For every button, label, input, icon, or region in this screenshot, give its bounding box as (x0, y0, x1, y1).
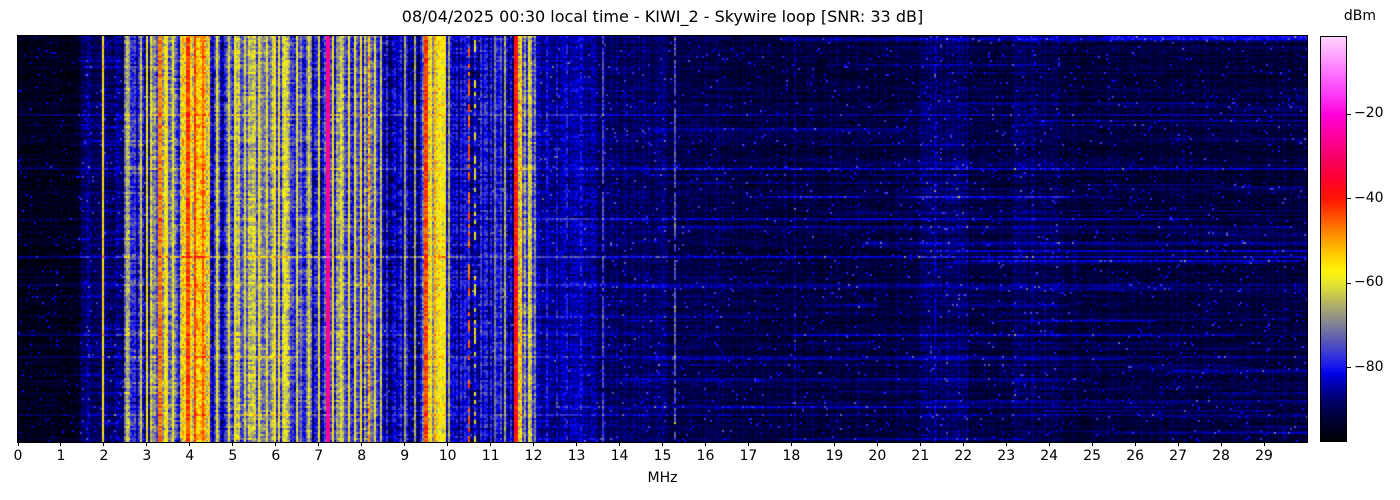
x-tick (576, 442, 578, 446)
x-tick (1091, 442, 1093, 446)
x-tick-label: 27 (1169, 448, 1187, 464)
colorbar-tick-label: −60 (1354, 274, 1384, 291)
x-tick (361, 442, 363, 446)
x-tick-label: 19 (825, 448, 844, 464)
x-tick-label: 14 (610, 448, 629, 464)
x-tick (662, 442, 663, 446)
x-tick-label: 26 (1126, 448, 1145, 464)
x-tick (619, 442, 621, 446)
colorbar (1320, 36, 1347, 442)
x-tick-label: 24 (1040, 448, 1059, 464)
x-tick (790, 442, 792, 446)
x-tick (1134, 442, 1136, 446)
spectrogram-canvas (18, 36, 1307, 442)
x-tick-label: 18 (782, 448, 801, 464)
x-tick (1220, 442, 1222, 446)
x-tick-label: 28 (1212, 448, 1230, 464)
x-tick (404, 442, 406, 446)
x-tick-label: 17 (739, 448, 758, 464)
x-tick-label: 22 (954, 448, 973, 464)
colorbar-tick (1347, 367, 1351, 369)
colorbar-tick-label: −40 (1354, 189, 1384, 206)
x-tick (17, 442, 19, 446)
x-tick (833, 442, 835, 446)
x-tick (533, 442, 535, 446)
colorbar-tick (1347, 282, 1351, 284)
x-tick (704, 442, 706, 446)
x-tick-label: 13 (567, 448, 586, 464)
x-tick-label: 23 (997, 448, 1016, 464)
x-tick (1263, 442, 1265, 446)
x-tick-label: 5 (228, 448, 238, 464)
x-tick-label: 0 (13, 448, 23, 464)
x-tick-label: 8 (357, 448, 367, 464)
x-tick (962, 442, 964, 446)
colorbar-tick-label: −20 (1354, 105, 1384, 122)
colorbar-tick (1347, 113, 1351, 115)
x-tick-label: 1 (56, 448, 66, 464)
x-tick (919, 442, 921, 446)
x-tick-label: 21 (911, 448, 930, 464)
x-tick (1048, 442, 1050, 446)
x-tick (146, 442, 148, 446)
x-tick (60, 442, 62, 446)
x-tick-label: 3 (142, 448, 152, 464)
x-tick-label: 7 (314, 448, 324, 464)
colorbar-tick-label: −80 (1354, 358, 1384, 375)
x-tick (490, 442, 492, 446)
colorbar-tick (1347, 198, 1351, 200)
x-tick-label: 6 (271, 448, 281, 464)
chart-title: 08/04/2025 00:30 local time - KIWI_2 - S… (401, 7, 924, 26)
x-tick-label: 9 (400, 448, 410, 464)
x-tick (189, 442, 191, 446)
x-axis-label: MHz (647, 470, 678, 486)
x-tick (1005, 442, 1007, 446)
x-tick (275, 442, 277, 446)
x-tick-label: 4 (185, 448, 195, 464)
x-tick-label: 10 (438, 448, 457, 464)
x-tick-label: 15 (653, 448, 672, 464)
x-tick-label: 12 (524, 448, 543, 464)
colorbar-label: dBm (1343, 8, 1377, 24)
x-tick-label: 16 (696, 448, 715, 464)
x-tick (1177, 442, 1179, 446)
x-tick (747, 442, 749, 446)
x-tick-label: 20 (868, 448, 887, 464)
x-tick (876, 442, 878, 446)
x-tick (232, 442, 234, 446)
x-tick-label: 11 (481, 448, 500, 464)
x-tick-label: 29 (1255, 448, 1273, 464)
x-tick-label: 2 (99, 448, 109, 464)
x-tick (447, 442, 449, 446)
x-tick (103, 442, 105, 446)
x-tick (318, 442, 320, 446)
x-tick-label: 25 (1083, 448, 1102, 464)
